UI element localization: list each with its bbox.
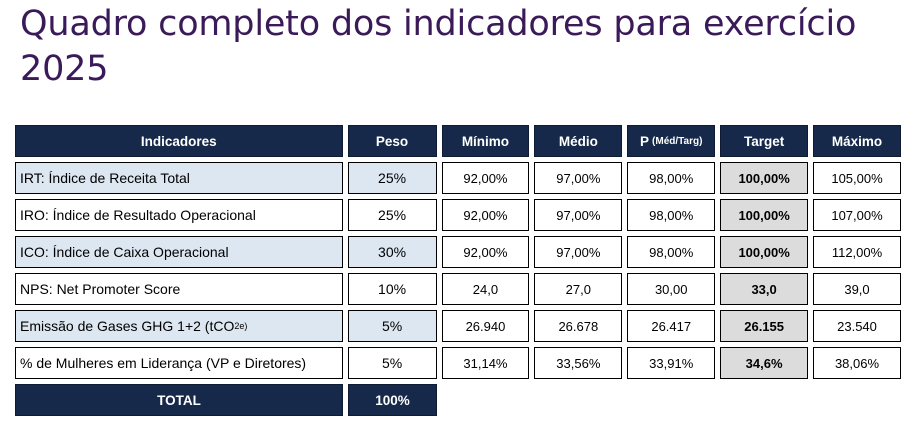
cell-medio: 97,00% [534,162,623,194]
cell-target: 34,6% [720,347,809,379]
cell-maximo: 38,06% [813,347,901,379]
header-medio: Médio [534,125,623,157]
cell-peso: 25% [347,162,437,194]
table-row: IRO: Índice de Resultado Operacional 25%… [15,199,901,231]
cell-maximo: 39,0 [813,273,901,305]
header-maximo: Máximo [813,125,901,157]
cell-indicador-subscript: 2e) [234,321,248,331]
cell-indicador: Emissão de Gases GHG 1+2 (tCO 2e) [15,310,343,342]
cell-p: 98,00% [627,162,716,194]
cell-maximo: 105,00% [813,162,901,194]
cell-p: 30,00 [627,273,716,305]
table-row: ICO: Índice de Caixa Operacional 30% 92,… [15,236,901,268]
cell-minimo: 92,00% [441,199,530,231]
header-p-note: (Méd/Targ) [652,135,703,147]
table-header-row: Indicadores Peso Mínimo Médio P (Méd/Tar… [15,125,901,157]
cell-target: 100,00% [720,236,809,268]
cell-p: 98,00% [627,236,716,268]
cell-p: 26.417 [627,310,716,342]
table-row: NPS: Net Promoter Score 10% 24,0 27,0 30… [15,273,901,305]
cell-target: 33,0 [720,273,809,305]
cell-peso: 30% [347,236,437,268]
cell-indicador: ICO: Índice de Caixa Operacional [15,236,343,268]
cell-p: 33,91% [627,347,716,379]
table-row: Emissão de Gases GHG 1+2 (tCO 2e) 5% 26.9… [15,310,901,342]
cell-medio: 33,56% [534,347,623,379]
cell-medio: 26.678 [534,310,623,342]
header-target: Target [720,125,809,157]
indicators-table: Indicadores Peso Mínimo Médio P (Méd/Tar… [15,125,901,421]
cell-target: 26.155 [720,310,809,342]
cell-target: 100,00% [720,199,809,231]
cell-peso: 5% [347,310,437,342]
cell-p: 98,00% [627,199,716,231]
cell-medio: 97,00% [534,236,623,268]
header-minimo: Mínimo [441,125,530,157]
cell-minimo: 24,0 [441,273,530,305]
header-p-label: P [640,133,650,149]
total-peso: 100% [348,384,437,416]
cell-indicador: % de Mulheres em Liderança (VP e Diretor… [15,347,343,379]
total-label: TOTAL [15,384,343,416]
page-title: Quadro completo dos indicadores para exe… [20,4,857,89]
cell-peso: 5% [347,347,437,379]
cell-medio: 27,0 [534,273,623,305]
cell-maximo: 23.540 [813,310,901,342]
cell-indicador-text: Emissão de Gases GHG 1+2 (tCO [20,318,235,334]
table-row: IRT: Índice de Receita Total 25% 92,00% … [15,162,901,194]
cell-indicador: IRO: Índice de Resultado Operacional [15,199,343,231]
cell-minimo: 92,00% [441,236,530,268]
cell-minimo: 26.940 [441,310,530,342]
table-total-row: TOTAL 100% [15,384,901,416]
cell-maximo: 107,00% [813,199,901,231]
cell-peso: 25% [347,199,437,231]
cell-minimo: 92,00% [441,162,530,194]
table-row: % de Mulheres em Liderança (VP e Diretor… [15,347,901,379]
header-indicadores: Indicadores [15,125,343,157]
header-p: P (Méd/Targ) [627,125,716,157]
cell-minimo: 31,14% [441,347,530,379]
cell-peso: 10% [347,273,437,305]
cell-indicador: IRT: Índice de Receita Total [15,162,343,194]
cell-indicador: NPS: Net Promoter Score [15,273,343,305]
header-peso: Peso [347,125,437,157]
cell-maximo: 112,00% [813,236,901,268]
cell-medio: 97,00% [534,199,623,231]
cell-target: 100,00% [720,162,809,194]
